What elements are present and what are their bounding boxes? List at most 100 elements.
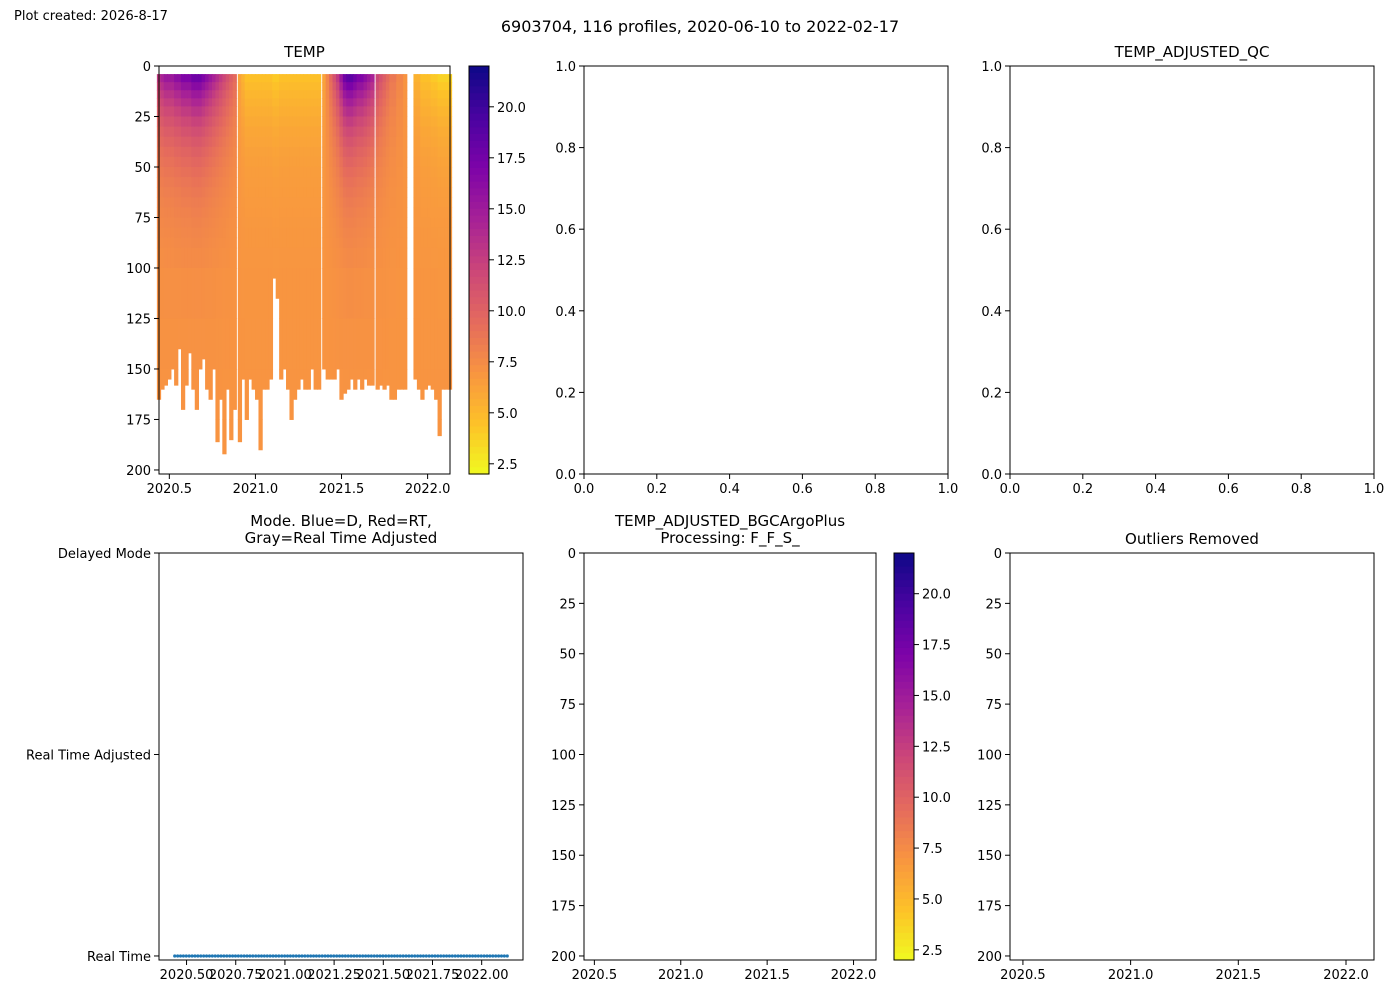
profile-cell [434,368,439,400]
profile-cell [313,187,318,198]
profile-cell [258,90,263,99]
profile-cell [342,136,348,148]
colorbar-segment [469,453,489,461]
profile-cell [289,90,294,99]
profile-cell [160,267,165,319]
profile-cell [296,146,301,158]
profile-cell [437,318,442,370]
profile-cell [332,98,337,107]
y-tick-label: 100 [551,748,576,763]
profile-cell [275,106,280,117]
colorbar-segment [894,688,914,697]
profile-cell [413,106,418,117]
profile-cell [296,207,301,218]
profile-cell [317,247,322,269]
profile-cell [317,106,322,117]
profile-cell [413,166,418,178]
profile-cell [399,207,404,218]
profile-cell [306,318,311,370]
profile-cell [194,156,200,168]
profile-cell [261,187,267,198]
profile-cell [317,156,322,168]
profile-cell [208,74,213,83]
profile-cell [292,106,298,117]
profile-cell [292,177,298,188]
profile-cell [303,82,308,91]
profile-cell [222,247,227,269]
y-tick-label: 200 [977,950,1002,965]
profile-cell [194,227,200,239]
mode-point [204,954,209,958]
profile-cell [423,187,429,198]
profile-cell [420,166,425,178]
profile-cell [392,318,398,370]
x-tick-label: 2021.5 [319,482,365,497]
profile-cell [332,136,337,148]
profile-cell [370,318,375,370]
colorbar-segment [894,932,914,941]
profile-cell [437,247,442,269]
profile-cell [303,156,308,168]
profile-cell [191,166,196,178]
colorbar-segment [894,919,914,927]
profile-cell [163,237,169,249]
profile-cell [375,116,380,128]
mode-point [488,954,492,958]
profile-cell [208,166,213,178]
mode-point [465,954,469,958]
profile-cell [379,90,384,99]
profile-cell [205,82,210,91]
profile-cell [382,74,387,83]
profile-cell [416,136,422,148]
axes-frame [583,65,949,475]
profile-cell [339,98,344,107]
profile-cell [163,318,169,370]
profile-cell [366,156,372,168]
profile-cell [430,74,435,83]
profile-cell [427,156,432,168]
profile-cell [413,136,418,148]
profile-cell [444,136,449,148]
profile-cell [389,368,394,400]
mode-point [216,954,220,958]
profile-cell [360,116,365,128]
y-tick-label: 0 [143,60,151,75]
profile-cell [167,187,172,198]
profile-cell [379,146,384,158]
profile-cell [317,197,322,208]
profile-cell [292,166,298,178]
mode-point [291,954,295,958]
mode-point [447,954,452,958]
profile-cell [440,197,446,208]
profile-cell [299,156,305,168]
profile-cell [258,247,263,269]
profile-cell [180,237,186,249]
mode-point [277,954,281,958]
profile-cell [201,98,206,107]
profile-cell [198,237,203,249]
profile-cell [251,267,256,319]
profile-cell [317,227,322,239]
y-tick-label: 0.2 [555,386,576,401]
mode-point [384,954,388,958]
mode-point [340,954,345,958]
x-tick-label: 1.0 [1364,482,1385,497]
profile-cell [255,227,260,239]
colorbar-segment [469,283,489,291]
profile-cell [389,267,394,319]
profile-cell [437,368,442,420]
profile-cell [416,267,422,319]
profile-cell [296,106,301,117]
profile-cell [396,227,401,239]
mode-point [294,954,298,958]
mode-point [259,954,264,958]
colorbar-segment [894,783,914,792]
profile-cell [211,318,217,370]
profile-cell [241,217,246,229]
profile-cell [167,166,172,178]
profile-cell [215,247,220,269]
profile-cell [255,318,260,370]
profile-cell [444,98,449,107]
profile-cell [244,156,249,168]
mode-point [361,954,365,958]
